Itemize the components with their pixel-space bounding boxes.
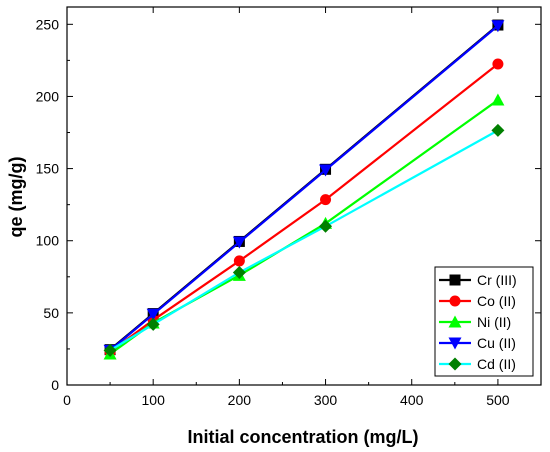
legend-label: Cr (III): [477, 272, 517, 288]
legend-marker: [449, 274, 461, 286]
legend-marker: [448, 357, 462, 371]
legend-label: Co (II): [477, 293, 516, 309]
x-tick-label: 300: [314, 392, 338, 408]
series-4: [103, 123, 505, 357]
data-point: [232, 236, 246, 249]
x-tick-label: 100: [142, 392, 166, 408]
x-tick-label: 400: [400, 392, 424, 408]
x-tick-label: 0: [63, 392, 71, 408]
legend-label: Cd (II): [477, 356, 516, 372]
y-tick-label: 50: [43, 305, 59, 321]
legend-label: Cu (II): [477, 335, 516, 351]
x-tick-label: 500: [486, 392, 510, 408]
y-tick-label: 250: [36, 16, 60, 32]
series-3: [103, 20, 505, 357]
data-point: [146, 308, 160, 321]
data-point: [320, 194, 332, 206]
y-tick-label: 150: [36, 161, 60, 177]
data-point: [491, 123, 505, 137]
data-point: [103, 343, 117, 357]
plot-frame: [66, 6, 542, 386]
data-point: [492, 58, 504, 70]
x-tick-label: 200: [228, 392, 252, 408]
legend-label: Ni (II): [477, 314, 511, 330]
data-point: [146, 317, 160, 331]
legend-marker: [448, 337, 462, 350]
data-point: [232, 265, 246, 279]
data-point: [319, 164, 333, 177]
data-point: [233, 255, 245, 267]
y-axis-title: qe (mg/g): [6, 157, 26, 238]
legend-marker: [449, 295, 461, 307]
y-tick-label: 200: [36, 88, 60, 104]
y-tick-label: 100: [36, 233, 60, 249]
x-axis-title: Initial concentration (mg/L): [187, 427, 418, 447]
legend-marker: [448, 315, 462, 328]
data-point: [491, 93, 505, 106]
y-tick-label: 0: [51, 377, 59, 393]
data-point: [491, 20, 505, 33]
data-point: [319, 219, 333, 233]
